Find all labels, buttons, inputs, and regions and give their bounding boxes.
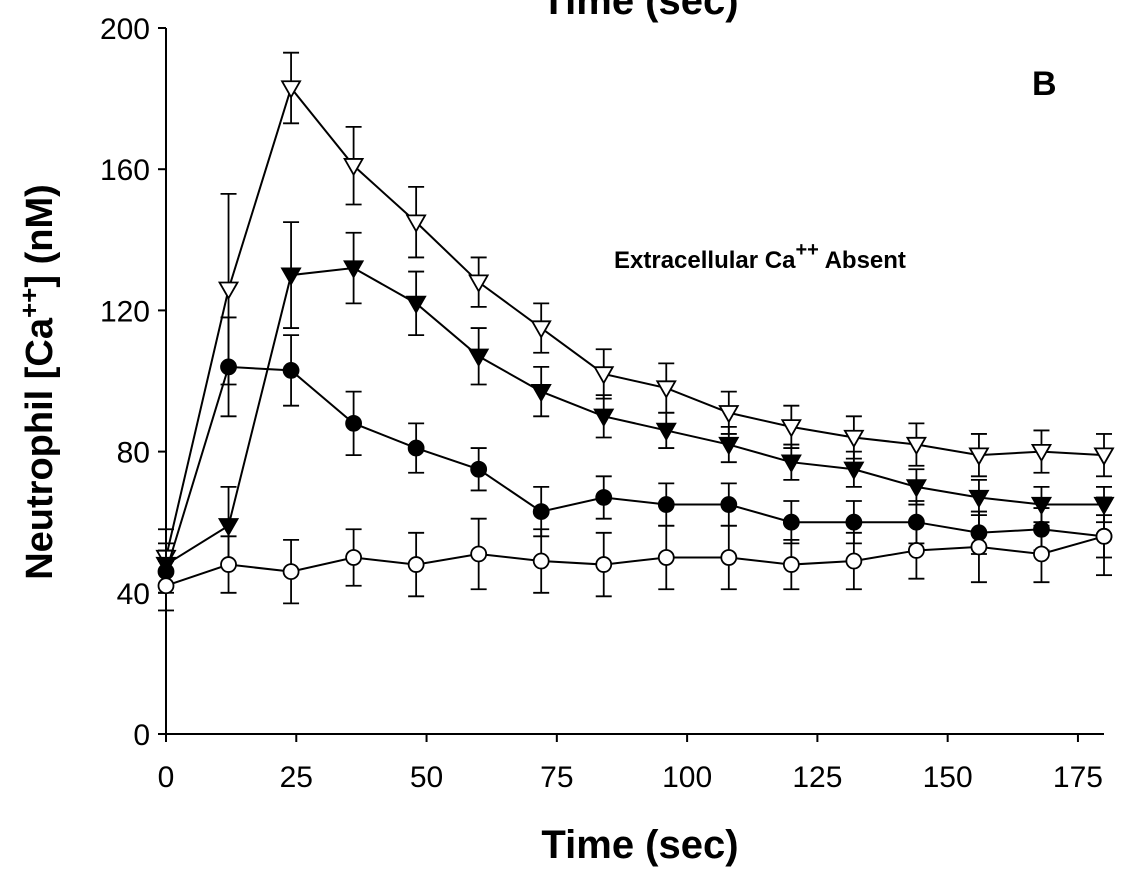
data-point [468,274,490,293]
data-point [843,429,865,449]
y-ticks: 0 40 80 120 160 200 [100,13,166,752]
data-point [657,549,675,566]
x-tick-label: 75 [540,761,573,794]
data-point [470,545,488,563]
series-triangle-down-open [155,51,1115,587]
x-axis-label: Time (sec) [541,823,738,867]
data-point [843,461,865,481]
data-point [718,405,740,424]
data-point [1093,447,1115,466]
data-point [282,563,300,581]
data-point [468,348,490,368]
series-line [165,267,1104,566]
data-point [905,436,927,456]
top-caption: Time (sec) [541,0,738,23]
y-tick-label: 80 [117,437,150,470]
series-circle-open [157,496,1113,612]
data-point [845,552,863,570]
series-triangle-down-filled [155,221,1115,587]
data-point [1095,527,1113,545]
annotation-suffix: Absent [819,247,906,274]
series-line [165,85,1105,558]
data-point [720,496,738,513]
data-point [280,80,302,99]
y-tick-label: 0 [133,719,150,752]
panel-label: B [1032,65,1057,103]
annotation-superscript: ++ [795,239,818,261]
data-point [530,383,552,403]
data-point [782,513,800,531]
data-point [657,496,675,513]
y-axis-label-superscript: ++ [14,288,44,318]
y-tick-label: 120 [100,295,150,328]
data-point [345,549,363,566]
x-tick-label: 125 [792,761,842,794]
x-tick-label: 100 [662,761,712,794]
y-tick-label: 40 [117,578,150,611]
data-point [407,439,425,457]
data-point [343,158,365,177]
x-ticks: 0 25 50 75 100 125 150 175 [158,734,1103,794]
series-group [155,51,1115,612]
data-point [530,320,552,339]
y-axis-label: Neutrophil [Ca++] (nM) [14,184,61,580]
data-point [470,460,488,478]
x-tick-label: 25 [280,761,313,794]
data-point [220,358,237,376]
annotation-text: Extracellular Ca [614,247,796,274]
x-tick-label: 50 [410,761,443,794]
data-point [282,362,300,379]
data-point [345,414,363,432]
data-point [780,419,802,438]
data-point [845,513,863,531]
x-tick-label: 150 [923,761,973,794]
y-tick-label: 200 [100,13,150,46]
data-point [593,408,615,428]
data-point [655,380,677,399]
data-point [1030,496,1053,516]
plot-area: 0 40 80 120 160 200 0 25 50 75 100 125 150 175 [100,13,1115,794]
data-point [532,552,550,570]
data-point [407,556,425,573]
data-point [720,549,738,566]
data-point [968,447,990,466]
data-point [595,556,613,573]
y-axis-label-text: Neutrophil [Ca [19,317,61,580]
data-point [220,556,237,573]
series-circle-filled [157,316,1113,594]
data-point [405,214,427,233]
y-axis-label-suffix: ] (nM) [19,184,61,287]
data-point [595,489,613,506]
data-point [593,366,615,385]
y-tick-label: 160 [100,154,150,187]
data-point [908,542,925,559]
data-point [157,577,175,595]
data-point [280,267,302,286]
data-point [718,436,740,456]
data-point [968,489,990,509]
data-point [1030,443,1053,463]
data-point [782,556,800,573]
data-point [780,454,802,474]
data-point [1033,545,1050,563]
annotation: Extracellular Ca++ Absent [614,239,906,274]
x-tick-label: 0 [158,761,175,794]
data-point [532,503,550,521]
x-tick-label: 175 [1053,761,1103,794]
data-point [217,281,240,301]
data-point [655,422,677,442]
data-point [405,295,427,315]
data-point [970,538,988,556]
data-point [905,479,927,498]
data-point [217,518,240,537]
data-point [343,260,365,279]
series-line [165,365,1105,572]
series-line [165,535,1105,587]
